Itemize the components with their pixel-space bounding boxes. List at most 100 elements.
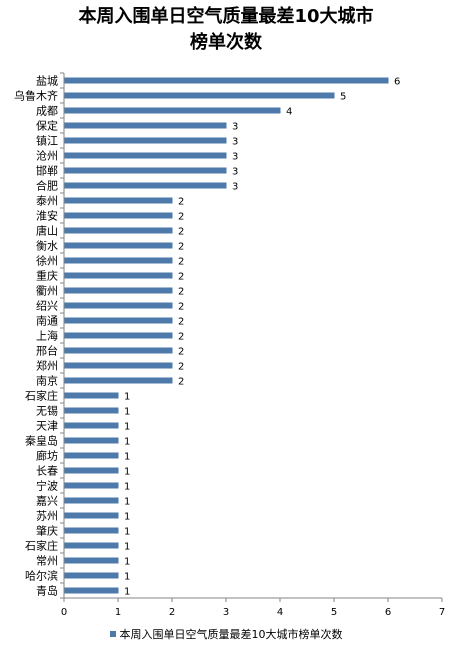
category-label: 石家庄 (25, 539, 58, 553)
legend-swatch (109, 631, 116, 637)
bar (64, 92, 335, 99)
bar (64, 197, 173, 204)
bar (64, 242, 173, 249)
bar (64, 497, 119, 504)
category-label: 宁波 (36, 479, 58, 493)
data-label: 1 (124, 527, 130, 538)
category-label: 保定 (36, 119, 58, 133)
legend: 本周入围单日空气质量最差10大城市榜单次数 (0, 628, 452, 642)
bar (64, 122, 227, 129)
category-label: 廊坊 (36, 449, 58, 463)
data-label: 2 (178, 212, 184, 223)
x-tick-label: 3 (223, 607, 229, 618)
category-label: 成都 (36, 105, 58, 118)
category-label: 重庆 (36, 269, 58, 283)
chart-title: 本周入围单日空气质量最差10大城市 榜单次数 (0, 4, 452, 56)
category-label: 无锡 (36, 404, 58, 418)
category-label: 南京 (36, 374, 58, 388)
data-label: 1 (124, 497, 130, 508)
category-label: 衢州 (36, 285, 58, 298)
category-label: 肇庆 (36, 524, 58, 538)
data-label: 2 (178, 242, 184, 253)
bar (64, 407, 119, 414)
x-tick-label: 1 (115, 607, 121, 618)
data-label: 3 (232, 167, 238, 178)
data-label: 6 (394, 77, 400, 88)
x-tick-label: 2 (169, 607, 175, 618)
data-label: 3 (232, 122, 238, 133)
x-tick-label: 5 (331, 607, 337, 618)
bar (64, 107, 281, 114)
data-label: 1 (124, 587, 130, 598)
bar (64, 317, 173, 324)
bar (64, 557, 119, 564)
category-label: 乌鲁木齐 (14, 89, 58, 103)
bar (64, 182, 227, 189)
x-tick-label: 6 (385, 607, 391, 618)
category-label: 合肥 (36, 179, 58, 193)
category-label: 嘉兴 (36, 494, 58, 508)
data-label: 1 (124, 422, 130, 433)
bar (64, 422, 119, 429)
category-label: 邢台 (36, 344, 58, 358)
category-label: 郑州 (36, 359, 58, 373)
bar (64, 467, 119, 474)
bar (64, 137, 227, 144)
category-label: 镇江 (36, 134, 58, 148)
category-label: 上海 (36, 329, 58, 343)
data-label: 2 (178, 302, 184, 313)
x-tick-label: 4 (277, 607, 283, 618)
data-label: 1 (124, 557, 130, 568)
category-label: 邯郸 (36, 164, 58, 178)
data-label: 2 (178, 332, 184, 343)
data-label: 2 (178, 257, 184, 268)
data-label: 1 (124, 392, 130, 403)
bar (64, 527, 119, 534)
data-label: 2 (178, 197, 184, 208)
category-label: 南通 (36, 315, 58, 328)
x-tick-label: 7 (439, 607, 445, 618)
data-label: 5 (340, 92, 346, 103)
bar (64, 542, 119, 549)
bar (64, 287, 173, 294)
x-tick-label: 0 (61, 607, 67, 618)
data-label: 1 (124, 542, 130, 553)
category-label: 淮安 (36, 209, 58, 223)
category-label: 青岛 (36, 584, 58, 598)
data-label: 2 (178, 317, 184, 328)
bar (64, 227, 173, 234)
bar (64, 332, 173, 339)
category-label: 天津 (36, 420, 58, 433)
bar (64, 452, 119, 459)
bar (64, 77, 389, 84)
category-label: 长春 (36, 465, 58, 478)
data-label: 2 (178, 272, 184, 283)
category-label: 衡水 (36, 240, 58, 253)
category-label: 苏州 (36, 510, 58, 523)
data-label: 3 (232, 182, 238, 193)
legend-label: 本周入围单日空气质量最差10大城市榜单次数 (119, 628, 343, 641)
category-label: 沧州 (36, 149, 58, 163)
data-label: 2 (178, 377, 184, 388)
chart-title-line-2: 榜单次数 (190, 32, 262, 53)
bar (64, 587, 119, 594)
data-label: 1 (124, 437, 130, 448)
bar (64, 212, 173, 219)
chart-title-line-1: 本周入围单日空气质量最差10大城市 (78, 6, 374, 27)
bar (64, 392, 119, 399)
bar (64, 482, 119, 489)
category-label: 唐山 (36, 224, 58, 238)
bar (64, 437, 119, 444)
category-label: 徐州 (36, 254, 58, 268)
category-label: 常州 (36, 555, 58, 568)
data-label: 2 (178, 287, 184, 298)
bar (64, 272, 173, 279)
data-label: 1 (124, 452, 130, 463)
bar (64, 167, 227, 174)
data-label: 3 (232, 152, 238, 163)
data-label: 1 (124, 467, 130, 478)
bar (64, 377, 173, 384)
data-label: 4 (286, 107, 292, 118)
data-label: 1 (124, 407, 130, 418)
category-label: 盐城 (36, 75, 58, 88)
